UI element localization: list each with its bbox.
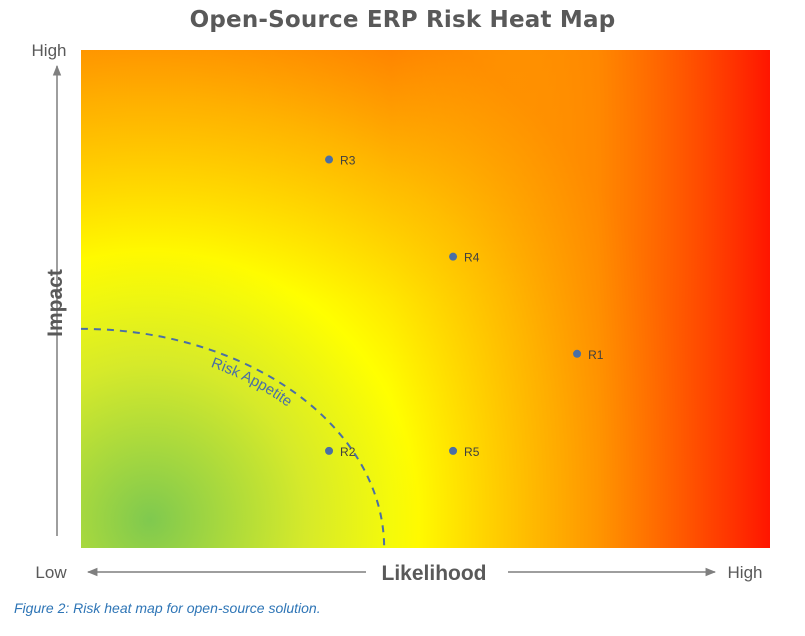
point-label-r3: R3 <box>340 154 356 168</box>
risk-appetite-curve <box>80 327 386 549</box>
x-axis-high-label: High <box>728 563 763 582</box>
point-r4 <box>449 252 458 261</box>
data-points: R1 R2 R3 R4 R5 <box>325 154 604 459</box>
point-label-r2: R2 <box>340 445 356 459</box>
chart-title: Open-Source ERP Risk Heat Map <box>189 7 616 33</box>
point-r5 <box>449 446 458 455</box>
point-label-r5: R5 <box>464 445 480 459</box>
point-label-r4: R4 <box>464 251 480 265</box>
point-r1 <box>573 349 582 358</box>
y-axis-high-label: High <box>32 41 67 60</box>
x-axis-label: Likelihood <box>382 562 487 585</box>
y-axis-label: Impact <box>44 269 67 337</box>
point-r2 <box>325 446 334 455</box>
point-label-r1: R1 <box>588 348 604 362</box>
x-axis-low-label: Low <box>35 563 67 582</box>
point-r3 <box>325 155 334 164</box>
figure-caption: Figure 2: Risk heat map for open-source … <box>14 600 321 616</box>
plot-area <box>81 50 770 548</box>
